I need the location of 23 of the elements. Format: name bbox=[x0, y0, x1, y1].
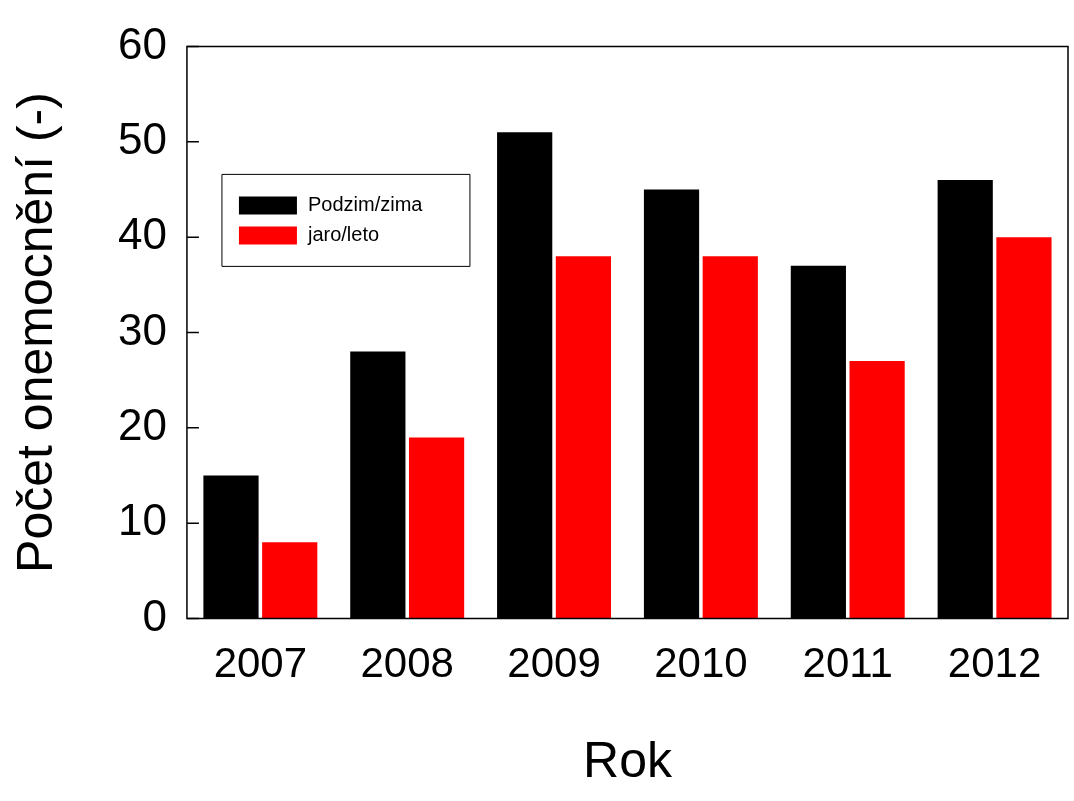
y-tick-label: 20 bbox=[117, 400, 167, 450]
bar bbox=[702, 256, 758, 619]
x-tick-label: 2011 bbox=[802, 639, 893, 687]
bar bbox=[262, 542, 318, 619]
legend-label: jaro/leto bbox=[306, 222, 380, 245]
bar bbox=[849, 361, 905, 619]
x-tick-label: 2007 bbox=[213, 639, 308, 687]
bar bbox=[996, 237, 1052, 619]
bar bbox=[555, 256, 612, 619]
y-axis-title: Počet onemocnění (-) bbox=[6, 92, 63, 573]
y-tick-label: 60 bbox=[117, 18, 167, 68]
x-tick-label: 2009 bbox=[507, 639, 601, 687]
x-tick-label: 2012 bbox=[947, 639, 1042, 687]
x-tick-label: 2008 bbox=[360, 639, 454, 687]
x-tick-label: 2010 bbox=[654, 639, 748, 687]
legend-label: Podzim/zima bbox=[307, 192, 424, 215]
y-tick-label: 30 bbox=[117, 304, 167, 354]
y-tick-label: 0 bbox=[142, 590, 167, 640]
y-tick-label: 40 bbox=[117, 209, 167, 259]
y-tick-label: 10 bbox=[117, 495, 167, 545]
bar bbox=[408, 437, 465, 619]
x-axis-title: Rok bbox=[583, 731, 673, 788]
y-tick-label: 50 bbox=[117, 113, 167, 163]
